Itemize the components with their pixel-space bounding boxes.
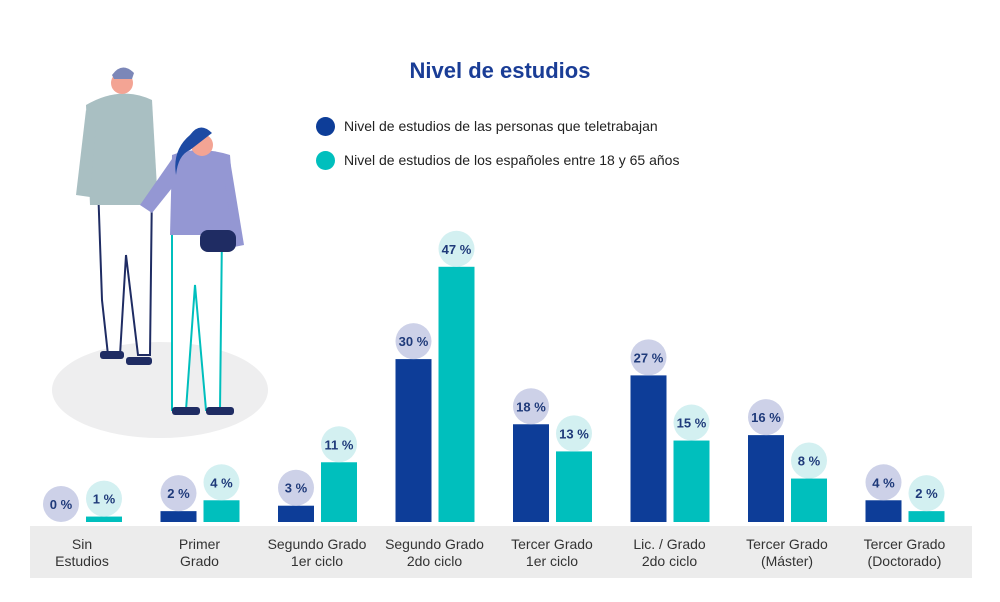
value-badge-1-7 (908, 475, 945, 512)
value-badge-1-1 (203, 464, 240, 501)
value-badge-0-7 (865, 464, 902, 501)
bar-0-2 (278, 505, 314, 522)
value-badge-1-6 (791, 442, 827, 479)
bar-1-5 (673, 440, 710, 522)
category-label-0-1: Estudios (55, 553, 109, 569)
category-label-4-0: Tercer Grado (511, 536, 593, 552)
legend-item-espanoles: Nivel de estudios de los españoles entre… (316, 149, 679, 171)
category-label-6-0: Tercer Grado (746, 536, 828, 552)
value-label-1-1: 4 % (210, 475, 233, 490)
category-label-3-0: Segundo Grado (385, 536, 484, 552)
category-label-7-1: (Doctorado) (868, 553, 942, 569)
bar-1-0 (86, 516, 122, 522)
category-label-6-1: (Máster) (761, 553, 813, 569)
bar-1-7 (908, 511, 945, 522)
category-label-1-1: Grado (180, 553, 219, 569)
value-badge-0-5 (630, 339, 667, 376)
bar-1-3 (438, 266, 475, 522)
category-label-7-0: Tercer Grado (864, 536, 946, 552)
bar-0-7 (865, 500, 902, 522)
value-badge-0-2 (278, 469, 314, 506)
value-badge-1-3 (438, 230, 475, 267)
value-label-0-7: 4 % (872, 475, 895, 490)
category-label-2-0: Segundo Grado (268, 536, 367, 552)
category-axis-band (30, 526, 972, 578)
bar-0-1 (160, 511, 197, 522)
value-label-1-0: 1 % (93, 492, 116, 507)
value-badge-1-4 (556, 415, 592, 452)
value-label-0-0: 0 % (50, 497, 73, 512)
chart-title: Nivel de estudios (409, 58, 591, 83)
value-label-1-4: 13 % (559, 426, 589, 441)
value-label-0-3: 30 % (399, 334, 429, 349)
bar-0-6 (748, 435, 784, 522)
category-label-5-1: 2do ciclo (642, 553, 697, 569)
value-label-0-6: 16 % (751, 410, 781, 425)
bar-0-4 (513, 424, 549, 522)
category-label-5-0: Lic. / Grado (633, 536, 706, 552)
bar-0-5 (630, 375, 667, 522)
legend-label-espanoles: Nivel de estudios de los españoles entre… (344, 152, 680, 168)
people-illustration (52, 67, 268, 438)
value-badge-1-0 (86, 480, 122, 517)
value-label-0-5: 27 % (634, 350, 664, 365)
value-label-0-4: 18 % (516, 399, 546, 414)
value-label-1-3: 47 % (442, 242, 472, 257)
value-label-1-7: 2 % (915, 486, 938, 501)
category-label-0-0: Sin (72, 536, 92, 552)
value-badge-1-2 (321, 426, 357, 463)
legend-swatch-espanoles (316, 150, 335, 170)
category-label-3-1: 2do ciclo (407, 553, 462, 569)
bar-0-3 (395, 359, 432, 522)
value-label-1-2: 11 % (325, 437, 354, 452)
category-label-4-1: 1er ciclo (526, 553, 578, 569)
value-label-0-1: 2 % (167, 486, 190, 501)
value-badge-1-5 (673, 404, 710, 441)
legend-label-teletrabajan: Nivel de estudios de las personas que te… (344, 118, 658, 134)
value-badge-0-0 (43, 486, 79, 522)
legend-item-teletrabajan: Nivel de estudios de las personas que te… (316, 115, 658, 137)
value-badge-0-4 (513, 388, 549, 425)
value-badge-0-1 (160, 475, 197, 512)
value-label-1-6: 8 % (798, 454, 821, 469)
bar-1-6 (791, 478, 827, 522)
bar-1-2 (321, 462, 357, 522)
bar-1-4 (556, 451, 592, 522)
value-badge-0-6 (748, 399, 784, 436)
bar-1-1 (203, 500, 240, 522)
value-label-1-5: 15 % (677, 416, 707, 431)
category-label-1-0: Primer (179, 536, 221, 552)
category-label-2-1: 1er ciclo (291, 553, 343, 569)
legend-swatch-teletrabajan (316, 116, 335, 136)
value-badge-0-3 (395, 323, 432, 360)
value-label-0-2: 3 % (285, 481, 308, 496)
